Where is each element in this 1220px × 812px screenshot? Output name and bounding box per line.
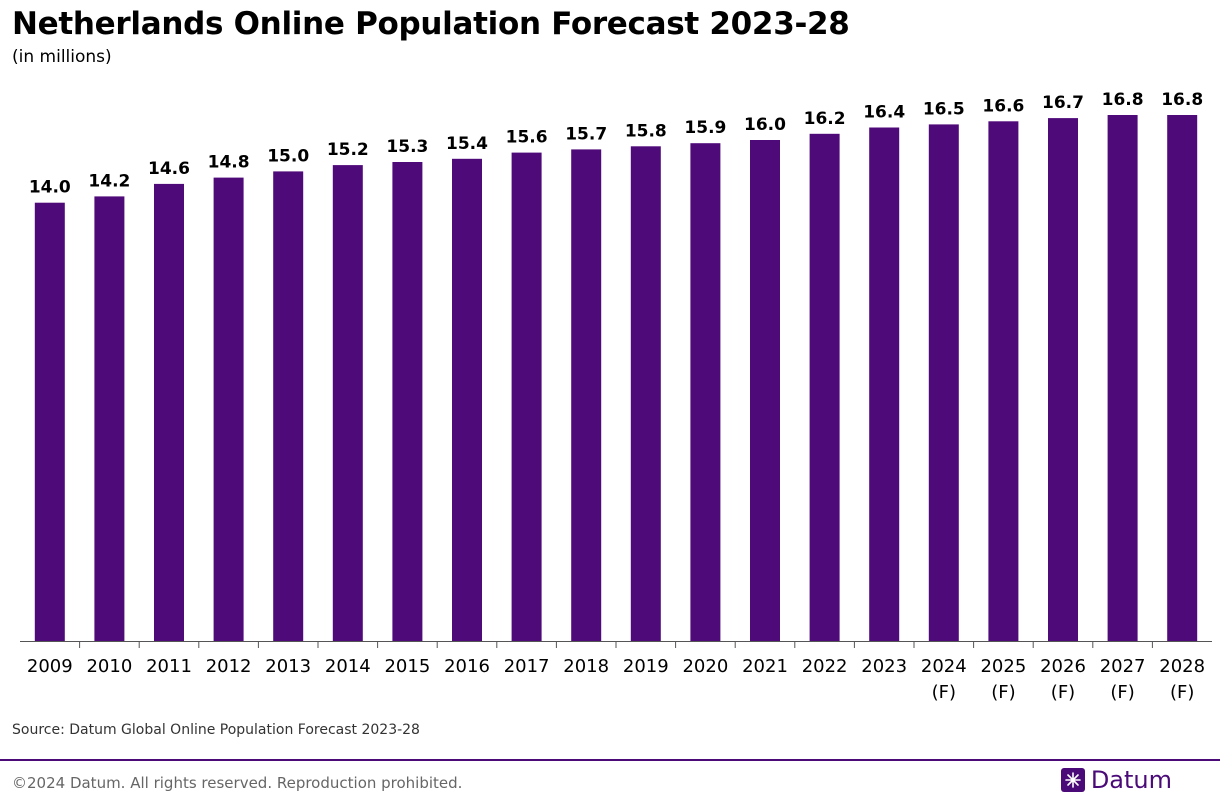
- bar-2019: [630, 146, 661, 642]
- bar-2012: [213, 177, 244, 641]
- value-label-2009: 14.0: [29, 178, 71, 198]
- x-tick-label-2028: 2028: [1159, 656, 1205, 677]
- value-label-2013: 15.0: [267, 146, 309, 166]
- x-tick-label-2017: 2017: [504, 656, 550, 677]
- source-note: Source: Datum Global Online Population F…: [12, 722, 420, 738]
- value-label-2026: 16.7: [1042, 93, 1084, 113]
- x-tick-label-2009: 2009: [27, 656, 73, 677]
- x-tick-label-2025: 2025: [980, 656, 1026, 677]
- bar-2011: [154, 183, 184, 641]
- value-label-2015: 15.3: [386, 137, 428, 157]
- chart-title: Netherlands Online Population Forecast 2…: [12, 6, 850, 42]
- value-label-2024: 16.5: [923, 99, 965, 119]
- x-axis: 2009 2010 2011 2012 2013 2014 2015 2016 2017 2018…: [20, 641, 1212, 703]
- value-label-2020: 15.9: [684, 118, 726, 138]
- bar-2026: [1048, 118, 1078, 642]
- bar-2021: [750, 140, 780, 641]
- footer-divider: [0, 759, 1220, 761]
- value-label-2027: 16.8: [1102, 90, 1144, 110]
- x-tick-label-2011: 2011: [146, 656, 192, 677]
- value-label-2023: 16.4: [863, 103, 905, 123]
- bar-2020: [690, 143, 721, 641]
- x-tick-label-2023: 2023: [861, 656, 907, 677]
- bar-2027: [1107, 115, 1138, 641]
- x-tick-label-2027: 2027: [1100, 656, 1146, 677]
- value-label-2019: 15.8: [625, 121, 667, 141]
- bar-2017: [511, 152, 542, 641]
- bars-group: [34, 115, 1198, 642]
- value-label-2016: 15.4: [446, 134, 488, 154]
- value-label-2011: 14.6: [148, 159, 190, 179]
- value-label-2021: 16.0: [744, 115, 786, 135]
- value-label-2022: 16.2: [804, 109, 846, 129]
- value-label-2025: 16.6: [982, 96, 1024, 116]
- value-labels-group: 14.0 14.2 14.6 14.8 15.0 15.2 15.3 15.4 15.6 15.7…: [29, 90, 1203, 198]
- bar-2013: [273, 171, 304, 641]
- x-tick-label-2026-suffix: (F): [1051, 682, 1075, 703]
- x-tick-label-2018: 2018: [563, 656, 609, 677]
- snowflake-icon: [1060, 768, 1085, 792]
- x-tick-label-2025-suffix: (F): [991, 682, 1015, 703]
- brand-name: Datum: [1090, 766, 1172, 794]
- x-tick-label-2016: 2016: [444, 656, 490, 677]
- bar-2018: [571, 149, 602, 641]
- x-tick-label-2022: 2022: [802, 656, 848, 677]
- x-tick-label-2010: 2010: [86, 656, 132, 677]
- value-label-2028: 16.8: [1161, 90, 1203, 110]
- x-tick-label-2014: 2014: [325, 656, 371, 677]
- value-label-2014: 15.2: [327, 140, 369, 160]
- chart-subtitle: (in millions): [12, 47, 112, 67]
- bar-2010: [94, 196, 125, 641]
- bar-2015: [392, 162, 423, 641]
- x-tick-label-2019: 2019: [623, 656, 669, 677]
- bar-2016: [452, 158, 482, 642]
- value-label-2012: 14.8: [208, 153, 250, 173]
- brand-logo: Datum: [1060, 766, 1172, 794]
- x-tick-label-2024: 2024: [921, 656, 967, 677]
- x-tick-label-2027-suffix: (F): [1110, 682, 1134, 703]
- bar-2014: [332, 165, 363, 641]
- x-tick-label-2026: 2026: [1040, 656, 1086, 677]
- value-label-2018: 15.7: [565, 124, 607, 144]
- x-tick-label-2021: 2021: [742, 656, 788, 677]
- bar-2028: [1167, 115, 1198, 641]
- copyright-text: ©2024 Datum. All rights reserved. Reprod…: [12, 774, 463, 792]
- x-tick-label-2015: 2015: [384, 656, 430, 677]
- bar-2024: [928, 124, 959, 641]
- x-tick-label-2020: 2020: [682, 656, 728, 677]
- bar-2023: [869, 127, 900, 641]
- x-tick-label-2028-suffix: (F): [1170, 682, 1194, 703]
- value-label-2017: 15.6: [506, 128, 548, 148]
- value-label-2010: 14.2: [88, 171, 130, 191]
- x-tick-label-2013: 2013: [265, 656, 311, 677]
- bar-2009: [34, 202, 65, 641]
- bar-2022: [809, 133, 840, 642]
- x-tick-label-2024-suffix: (F): [932, 682, 956, 703]
- x-tick-label-2012: 2012: [206, 656, 252, 677]
- bar-2025: [988, 121, 1019, 642]
